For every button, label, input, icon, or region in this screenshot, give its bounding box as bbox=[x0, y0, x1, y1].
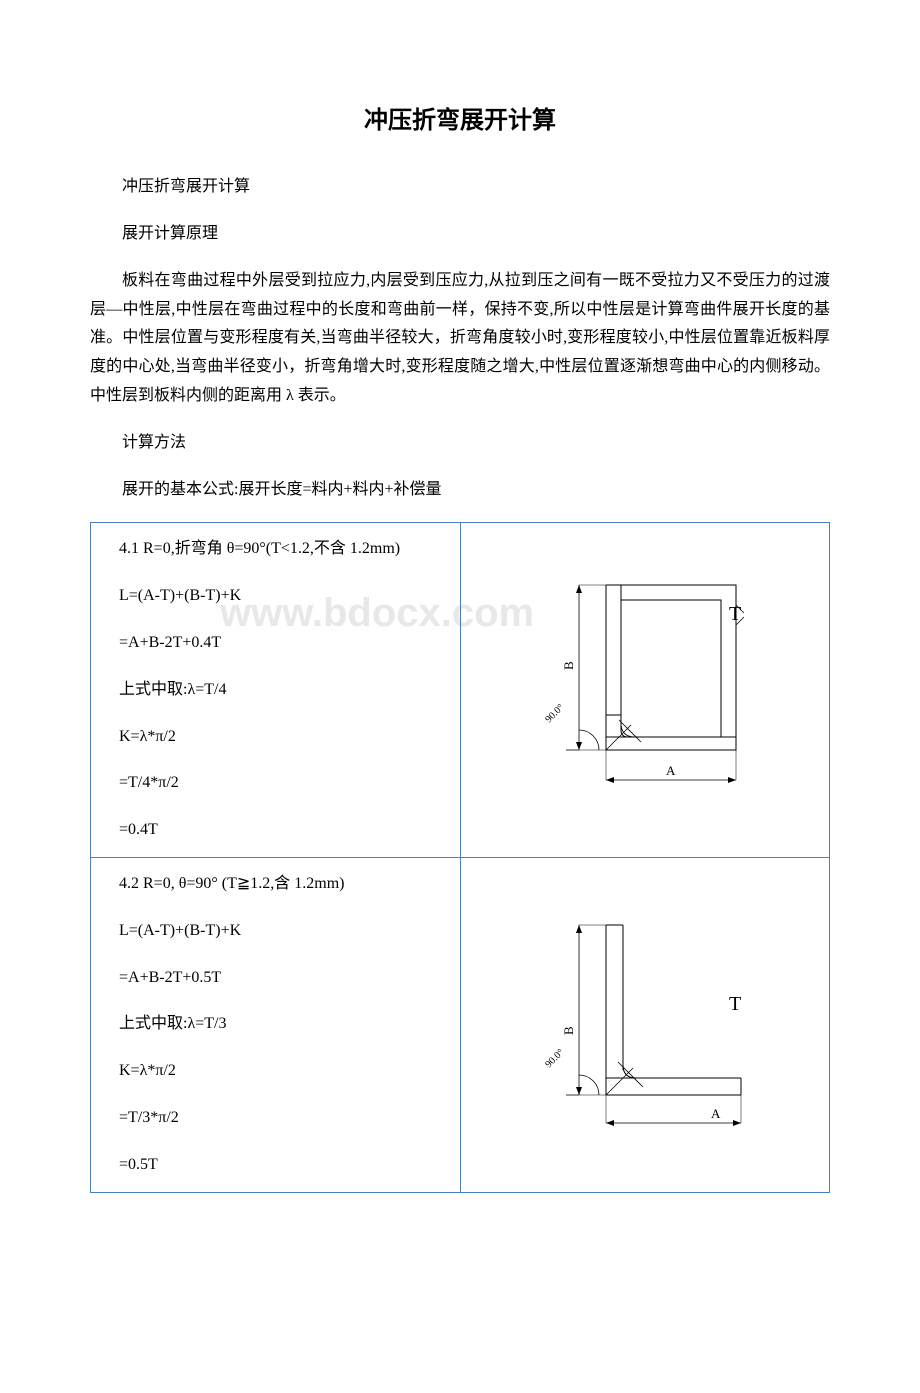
heading-1: 冲压折弯展开计算 bbox=[122, 173, 830, 202]
label-b: B bbox=[561, 661, 576, 670]
formula-line: 上式中取:λ=T/4 bbox=[119, 676, 432, 705]
heading-2: 展开计算原理 bbox=[122, 220, 830, 249]
formula-line: =0.5T bbox=[119, 1151, 432, 1180]
table-row: 4.1 R=0,折弯角 θ=90°(T<1.2,不含 1.2mm) L=(A-T… bbox=[91, 523, 830, 858]
label-t: T bbox=[729, 993, 741, 1015]
bend-diagram-1: T B 90.0° bbox=[471, 575, 751, 805]
label-b: B bbox=[561, 1026, 576, 1035]
page-title: 冲压折弯展开计算 bbox=[90, 100, 830, 143]
formula-cell-2: 4.2 R=0, θ=90° (T≧1.2,含 1.2mm) L=(A-T)+(… bbox=[91, 857, 461, 1192]
angle-label: 90.0° bbox=[543, 1047, 566, 1070]
formula-line: K=λ*π/2 bbox=[119, 1057, 432, 1086]
diagram-cell-2: T B 90.0° bbox=[460, 857, 830, 1192]
formula-line: =A+B-2T+0.5T bbox=[119, 964, 432, 993]
diagram-cell-1: T B 90.0° bbox=[460, 523, 830, 858]
paragraph-1: 板料在弯曲过程中外层受到拉应力,内层受到压应力,从拉到压之间有一既不受拉力又不受… bbox=[90, 267, 830, 411]
formula-table: 4.1 R=0,折弯角 θ=90°(T<1.2,不含 1.2mm) L=(A-T… bbox=[90, 522, 830, 1192]
formula-line: 4.2 R=0, θ=90° (T≧1.2,含 1.2mm) bbox=[119, 870, 432, 899]
angle-label: 90.0° bbox=[543, 702, 566, 725]
formula-line: 4.1 R=0,折弯角 θ=90°(T<1.2,不含 1.2mm) bbox=[119, 535, 432, 564]
formula-line: K=λ*π/2 bbox=[119, 723, 432, 752]
bend-diagram-2: T B 90.0° bbox=[471, 910, 751, 1140]
label-a: A bbox=[666, 763, 676, 778]
formula-line: 上式中取:λ=T/3 bbox=[119, 1010, 432, 1039]
formula-line: L=(A-T)+(B-T)+K bbox=[119, 917, 432, 946]
formula-line: =0.4T bbox=[119, 816, 432, 845]
formula-cell-1: 4.1 R=0,折弯角 θ=90°(T<1.2,不含 1.2mm) L=(A-T… bbox=[91, 523, 461, 858]
table-row: 4.2 R=0, θ=90° (T≧1.2,含 1.2mm) L=(A-T)+(… bbox=[91, 857, 830, 1192]
formula-line: =A+B-2T+0.4T bbox=[119, 629, 432, 658]
formula-line: =T/3*π/2 bbox=[119, 1104, 432, 1133]
heading-3: 计算方法 bbox=[122, 429, 830, 458]
formula-line: =T/4*π/2 bbox=[119, 769, 432, 798]
label-a: A bbox=[711, 1106, 721, 1121]
formula-line: L=(A-T)+(B-T)+K bbox=[119, 582, 432, 611]
formula-intro: 展开的基本公式:展开长度=料内+料内+补偿量 bbox=[122, 476, 830, 505]
